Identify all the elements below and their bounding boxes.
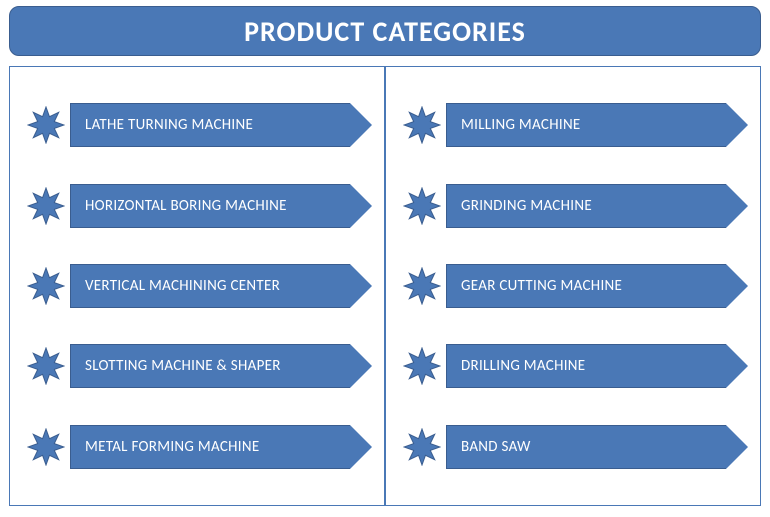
page-title: PRODUCT CATEGORIES — [244, 14, 526, 49]
category-arrow: MILLING MACHINE — [446, 103, 748, 147]
category-row: SLOTTING MACHINE & SHAPER — [22, 338, 372, 394]
category-arrow: DRILLING MACHINE — [446, 344, 748, 388]
category-row: BAND SAW — [398, 419, 748, 475]
category-arrow: LATHE TURNING MACHINE — [70, 103, 372, 147]
category-row: VERTICAL MACHINING CENTER — [22, 258, 372, 314]
arrow-head-icon — [726, 264, 748, 308]
category-row: METAL FORMING MACHINE — [22, 419, 372, 475]
category-label: GEAR CUTTING MACHINE — [446, 264, 726, 308]
category-arrow: GRINDING MACHINE — [446, 184, 748, 228]
category-label: BAND SAW — [446, 425, 726, 469]
category-label: DRILLING MACHINE — [446, 344, 726, 388]
arrow-head-icon — [350, 184, 372, 228]
star-icon — [22, 106, 70, 144]
header-bar: PRODUCT CATEGORIES — [9, 6, 761, 56]
category-arrow: METAL FORMING MACHINE — [70, 425, 372, 469]
arrow-head-icon — [726, 184, 748, 228]
category-row: GRINDING MACHINE — [398, 178, 748, 234]
category-arrow: GEAR CUTTING MACHINE — [446, 264, 748, 308]
category-label: LATHE TURNING MACHINE — [70, 103, 350, 147]
category-label: VERTICAL MACHINING CENTER — [70, 264, 350, 308]
category-arrow: SLOTTING MACHINE & SHAPER — [70, 344, 372, 388]
columns-container: LATHE TURNING MACHINE HORIZONTAL BORING M… — [9, 66, 761, 506]
category-label: GRINDING MACHINE — [446, 184, 726, 228]
star-icon — [398, 347, 446, 385]
category-label: MILLING MACHINE — [446, 103, 726, 147]
star-icon — [22, 267, 70, 305]
category-label: SLOTTING MACHINE & SHAPER — [70, 344, 350, 388]
arrow-head-icon — [726, 103, 748, 147]
category-arrow: BAND SAW — [446, 425, 748, 469]
star-icon — [22, 428, 70, 466]
star-icon — [398, 428, 446, 466]
star-icon — [22, 347, 70, 385]
category-label: HORIZONTAL BORING MACHINE — [70, 184, 350, 228]
category-row: LATHE TURNING MACHINE — [22, 97, 372, 153]
arrow-head-icon — [726, 344, 748, 388]
arrow-head-icon — [350, 425, 372, 469]
category-row: MILLING MACHINE — [398, 97, 748, 153]
category-row: GEAR CUTTING MACHINE — [398, 258, 748, 314]
category-label: METAL FORMING MACHINE — [70, 425, 350, 469]
right-column: MILLING MACHINE GRINDING MACHINE GEAR CUTT… — [385, 66, 761, 506]
category-arrow: VERTICAL MACHINING CENTER — [70, 264, 372, 308]
star-icon — [398, 267, 446, 305]
left-column: LATHE TURNING MACHINE HORIZONTAL BORING M… — [9, 66, 385, 506]
arrow-head-icon — [350, 344, 372, 388]
category-arrow: HORIZONTAL BORING MACHINE — [70, 184, 372, 228]
category-row: DRILLING MACHINE — [398, 338, 748, 394]
arrow-head-icon — [726, 425, 748, 469]
category-row: HORIZONTAL BORING MACHINE — [22, 178, 372, 234]
arrow-head-icon — [350, 103, 372, 147]
star-icon — [398, 187, 446, 225]
star-icon — [398, 106, 446, 144]
star-icon — [22, 187, 70, 225]
arrow-head-icon — [350, 264, 372, 308]
